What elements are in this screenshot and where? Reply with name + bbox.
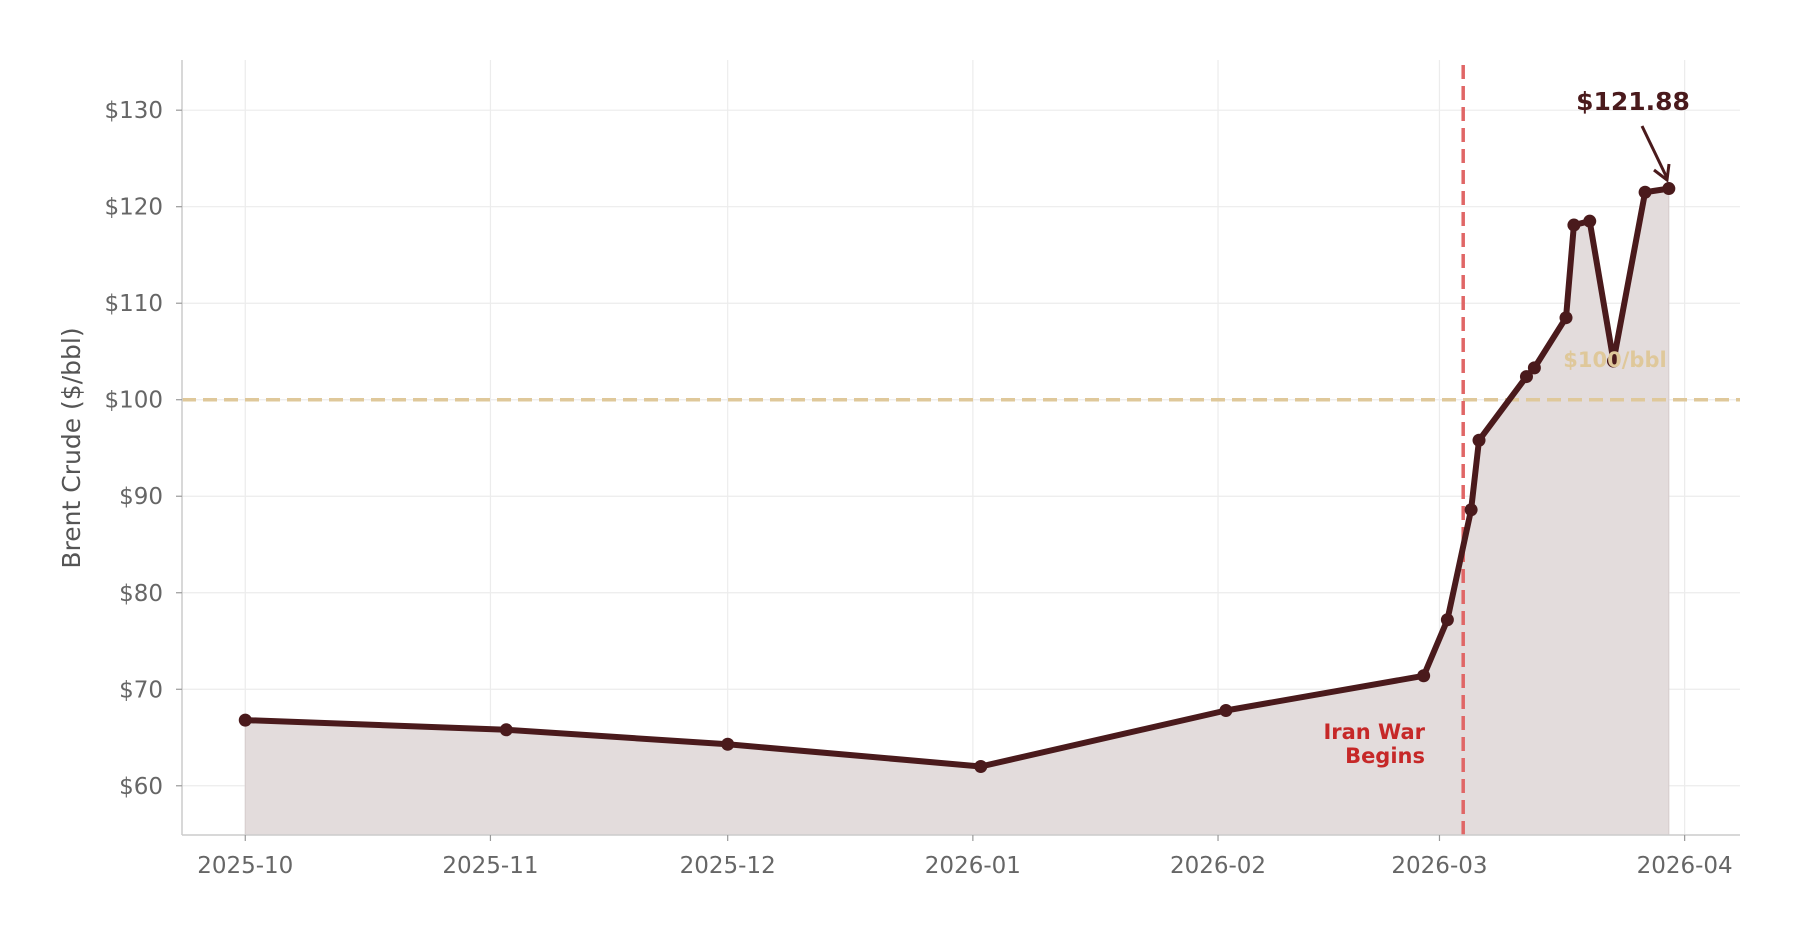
area-fill xyxy=(244,188,1670,836)
y-axis-label: Brent Crude ($/bbl) xyxy=(57,327,86,568)
y-tick-label: $120 xyxy=(104,195,163,221)
y-tick-label: $80 xyxy=(119,581,163,607)
ticks: $60 $70 $80 $90 $100 $110 $120 $130 2025-10 2025-… xyxy=(104,98,1732,879)
x-tick-label: 2025-11 xyxy=(442,853,538,879)
data-point xyxy=(1638,185,1652,199)
data-points xyxy=(238,182,1676,773)
hline-label: $100/bbl xyxy=(1563,348,1666,372)
data-point xyxy=(499,723,513,737)
peak-annotation: $121.88 xyxy=(1576,87,1690,116)
data-point xyxy=(1464,503,1478,517)
data-point xyxy=(238,713,252,727)
data-point xyxy=(974,759,988,773)
data-point xyxy=(721,737,735,751)
data-point xyxy=(1559,311,1573,325)
data-point xyxy=(1219,703,1233,717)
y-tick-label: $100 xyxy=(104,388,163,414)
data-point xyxy=(1606,354,1620,368)
x-tick-label: 2026-01 xyxy=(925,853,1021,879)
y-tick-label: $90 xyxy=(119,484,163,510)
x-tick-label: 2026-03 xyxy=(1391,853,1487,879)
war-label-line1: Iran War xyxy=(1323,720,1425,744)
x-tick-label: 2025-12 xyxy=(680,853,776,879)
data-point xyxy=(1417,669,1431,683)
data-point xyxy=(1440,613,1454,627)
data-point xyxy=(1583,214,1597,228)
data-point xyxy=(1472,433,1486,447)
axes xyxy=(181,60,1740,836)
data-point xyxy=(1519,370,1533,384)
y-tick-label: $60 xyxy=(119,774,163,800)
y-tick-label: $110 xyxy=(104,291,163,317)
data-point xyxy=(1662,182,1676,196)
y-tick-label: $70 xyxy=(119,677,163,703)
x-tick-label: 2026-04 xyxy=(1637,853,1733,879)
war-label-line2: Begins xyxy=(1345,744,1425,768)
annotation-arrow xyxy=(1640,125,1671,183)
x-tick-label: 2025-10 xyxy=(197,853,293,879)
y-tick-label: $130 xyxy=(104,98,163,124)
data-point xyxy=(1527,361,1541,375)
data-point xyxy=(1567,218,1581,232)
x-tick-label: 2026-02 xyxy=(1170,853,1266,879)
